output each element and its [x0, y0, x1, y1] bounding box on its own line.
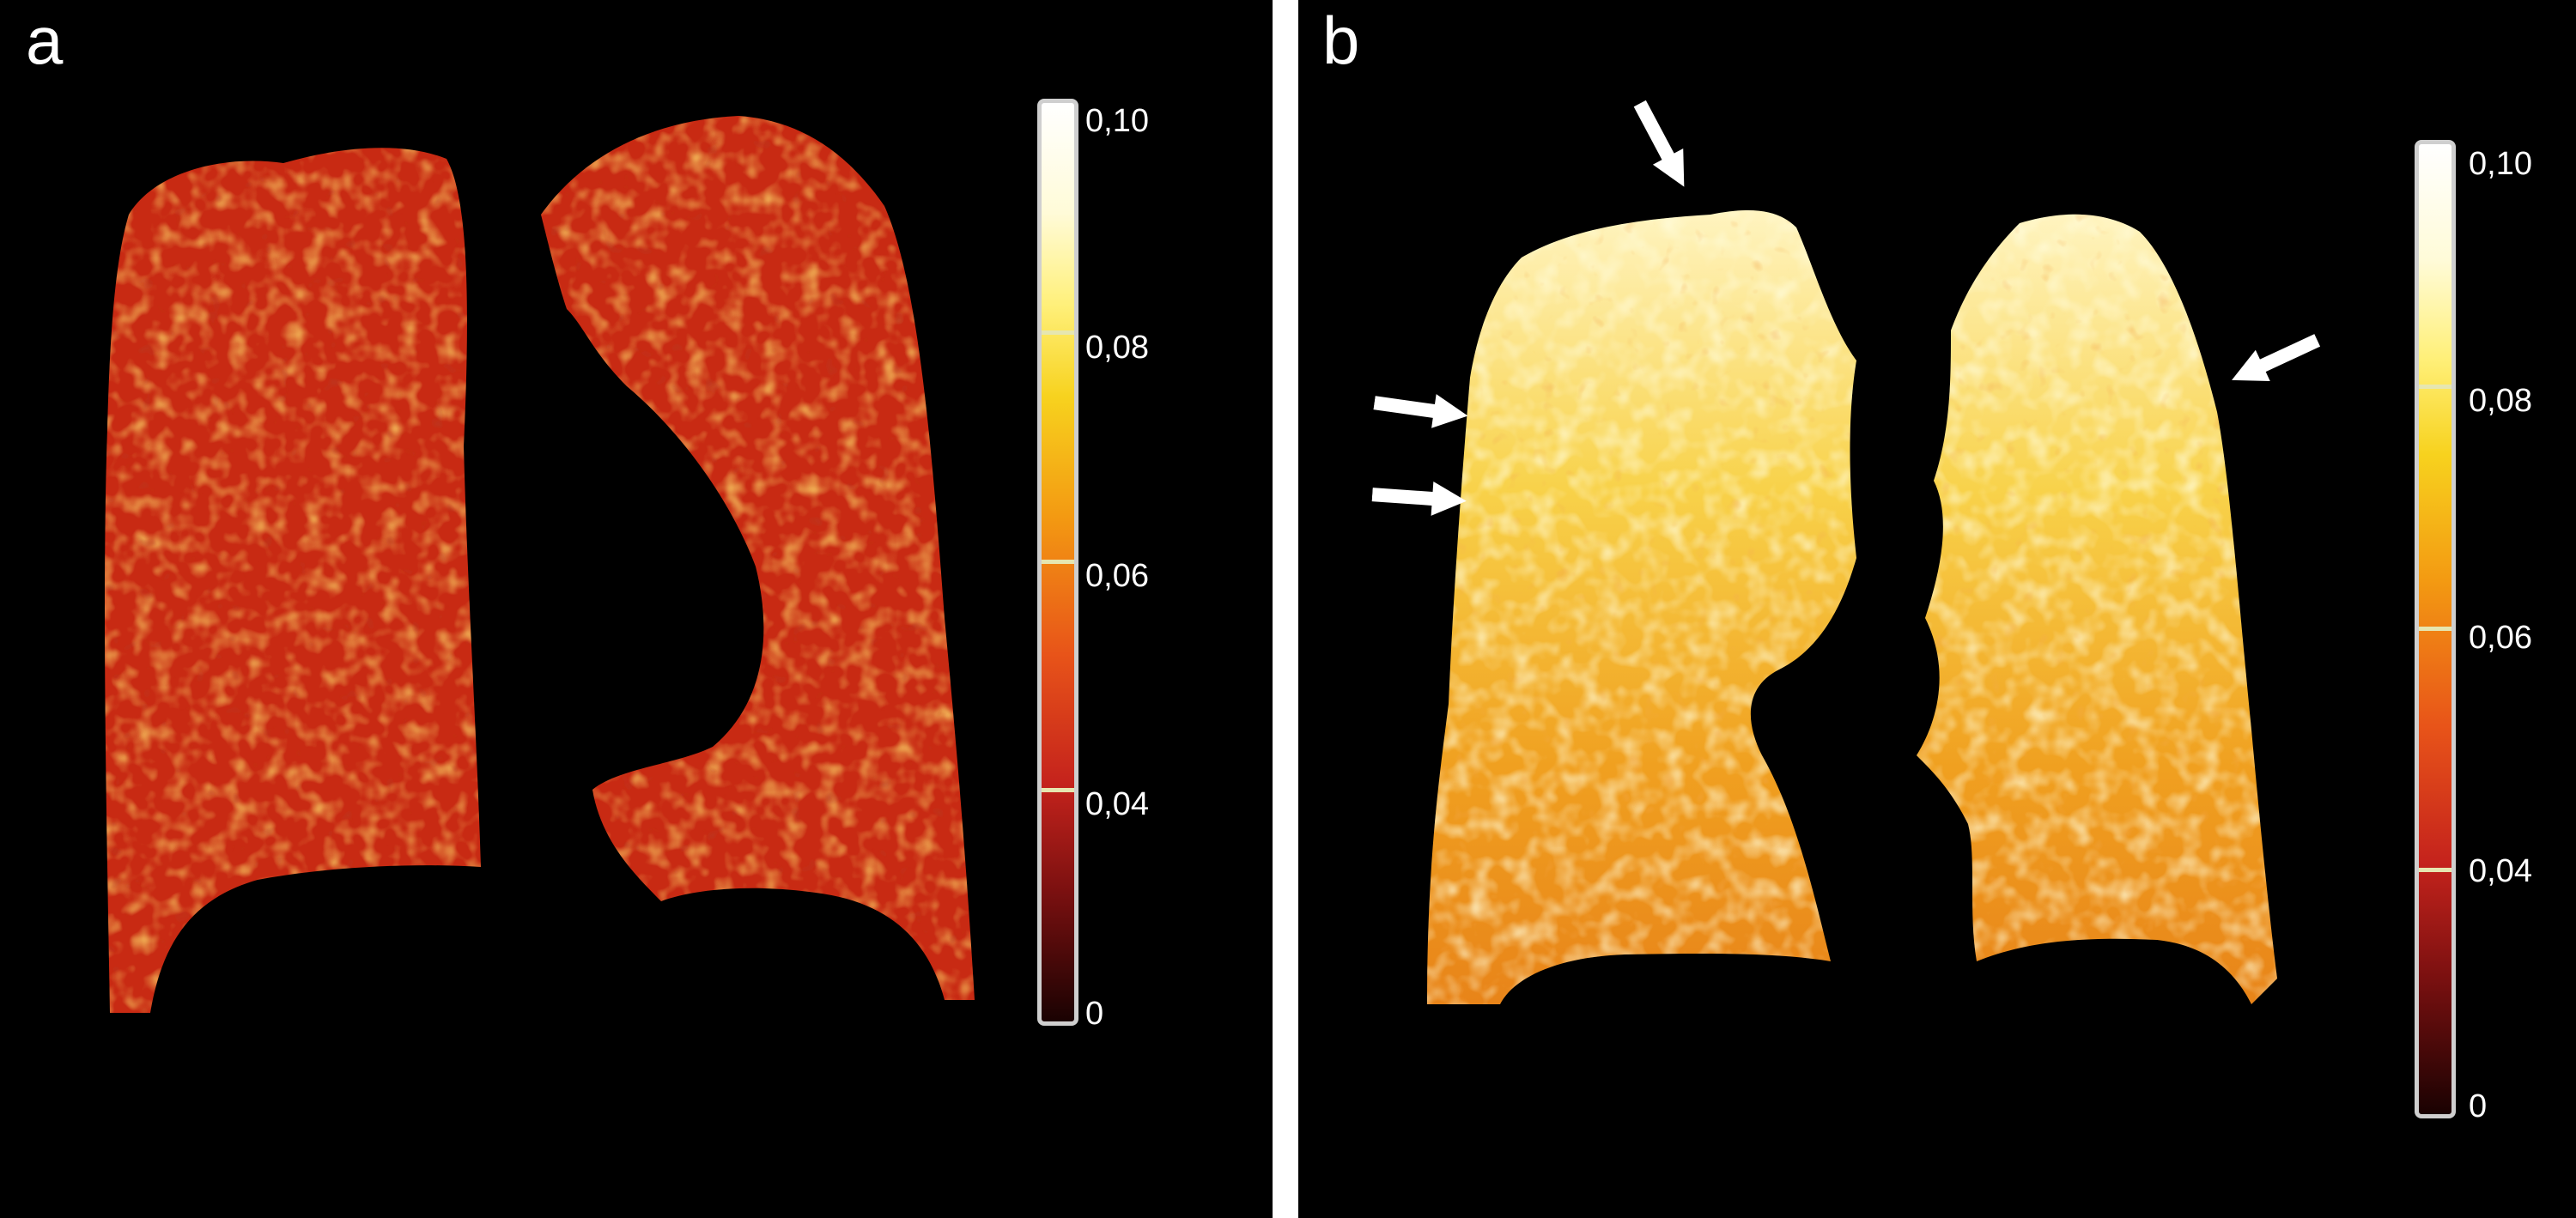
colorbar-tick — [2419, 627, 2451, 631]
lung-perfusion-map-a — [104, 116, 975, 1013]
colorbar-label-a-top: 0,10 — [1085, 103, 1149, 139]
panel-label-a: a — [26, 3, 64, 78]
arrow-icon — [1623, 94, 1701, 197]
colorbar-tick — [1042, 788, 1074, 792]
panel-a: a 0,10 0,08 0,06 0,04 0 — [0, 0, 1273, 1218]
colorbar-a — [1037, 99, 1078, 1026]
colorbar-label-a-3: 0,06 — [1085, 558, 1149, 594]
panel-label-b: b — [1322, 3, 1360, 78]
arrow-icon — [1371, 384, 1472, 434]
colorbar-label-a-bottom: 0 — [1085, 996, 1104, 1032]
panel-divider — [1273, 0, 1298, 1218]
colorbar-b — [2415, 140, 2456, 1118]
lung-perfusion-map-b — [1427, 210, 2277, 1004]
panel-b: b 0,10 0,08 0,06 0,04 0 — [1298, 0, 2576, 1218]
colorbar-label-b-3: 0,06 — [2469, 620, 2532, 656]
colorbar-label-b-bottom: 0 — [2469, 1088, 2488, 1124]
colorbar-label-a-2: 0,08 — [1085, 330, 1149, 366]
colorbar-tick — [2419, 868, 2451, 872]
colorbar-label-b-top: 0,10 — [2469, 146, 2532, 182]
arrow-icon — [1371, 476, 1470, 520]
colorbar-tick — [1042, 560, 1074, 564]
colorbar-label-a-4: 0,04 — [1085, 786, 1149, 822]
colorbar-tick — [2419, 385, 2451, 389]
colorbar-label-b-2: 0,08 — [2469, 383, 2532, 419]
colorbar-label-b-4: 0,04 — [2469, 853, 2532, 889]
colorbar-tick — [1042, 330, 1074, 335]
arrow-icon — [2222, 323, 2325, 397]
